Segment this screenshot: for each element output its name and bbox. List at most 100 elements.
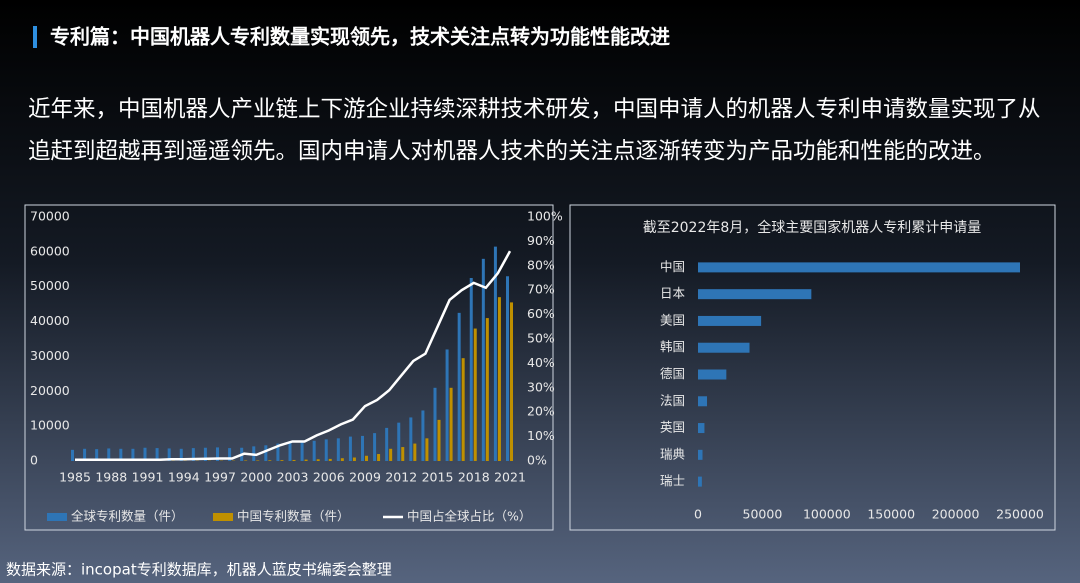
bar [191,448,195,461]
y-tick-label: 0 [30,453,38,468]
y-tick-label: 法国 [660,393,685,408]
bar [506,276,509,461]
bar [292,459,296,461]
y2-tick-label: 100% [527,209,563,224]
y-tick-label: 瑞士 [660,473,685,488]
bar [361,435,364,461]
bar [413,443,417,461]
y-tick-label: 60000 [30,243,70,258]
bar [485,318,489,461]
bar [119,448,123,461]
bar [698,315,762,326]
bar [433,387,437,461]
bar [698,449,703,460]
y2-tick-label: 10% [527,428,555,443]
y-tick-label: 40000 [30,313,70,328]
y2-tick-label: 50% [527,331,555,346]
chart-frame [569,204,1056,531]
x-tick-label: 250000 [996,507,1044,522]
x-tick-label: 2006 [313,470,345,485]
bar [300,441,304,461]
title-accent [33,26,37,48]
y-tick-label: 70000 [30,209,70,224]
bar [268,460,272,461]
bar [312,440,316,461]
bar [365,455,368,461]
x-tick-label: 2012 [385,470,417,485]
chart-title: 截至2022年8月，全球主要国家机器人专利累计申请量 [643,219,982,236]
y2-tick-label: 20% [527,404,555,419]
bar [493,246,497,461]
y-tick-label: 韩国 [660,339,685,354]
bar [449,387,453,461]
x-tick-label: 2015 [422,470,454,485]
bar [280,460,284,461]
bar [510,302,513,461]
bar [83,448,87,461]
bar [228,448,232,461]
x-tick-label: 1994 [168,470,200,485]
y-tick-label: 瑞典 [660,446,685,461]
bar [457,312,461,461]
bar [481,258,485,461]
bar [698,396,708,407]
y-tick-label: 英国 [660,420,685,435]
bar [373,433,377,461]
bar [95,449,99,461]
bar [324,439,328,461]
bar [409,417,413,461]
bar [328,458,332,461]
source-note: 数据来源：incopat专利数据库，机器人蓝皮书编委会整理 [6,561,392,579]
slide-title: 专利篇：中国机器人专利数量实现领先，技术关注点转为功能性能改进 [50,25,670,49]
bar [71,449,74,461]
bar [389,448,393,461]
x-tick-label: 2003 [277,470,309,485]
bar [698,289,812,300]
y-tick-label: 美国 [660,312,685,327]
bar [473,328,477,461]
bar [401,447,405,461]
x-tick-label: 0 [694,507,702,522]
bar [304,459,308,461]
bar [216,447,219,461]
bar [698,342,750,353]
bar [155,448,159,461]
legend-label: 中国专利数量（件） [237,509,350,524]
y-tick-label: 中国 [660,259,685,274]
y2-tick-label: 40% [527,355,555,370]
y2-tick-label: 70% [527,282,555,297]
y-tick-label: 10000 [30,418,70,433]
y-tick-label: 20000 [30,383,70,398]
y-tick-label: 30000 [30,348,70,363]
bar [340,458,344,461]
line [75,250,512,462]
chart-frame [24,204,554,531]
bar [264,445,268,461]
paragraph-line: 近年来，中国机器人产业链上下游企业持续深耕技术研发，中国申请人的机器人专利申请数… [28,97,1041,123]
bar [698,369,727,380]
bar [698,423,705,434]
bar [437,419,441,461]
x-tick-label: 1997 [204,470,236,485]
bar [179,448,183,461]
bar [288,442,292,461]
x-tick-label: 2021 [494,470,526,485]
x-tick-label: 1985 [59,470,91,485]
bar [131,448,135,461]
legend-label: 全球专利数量（件） [71,509,184,524]
bar [397,422,401,461]
bar [143,447,147,461]
x-tick-label: 2000 [240,470,272,485]
bar [469,278,473,461]
bar [377,454,381,461]
bar [698,476,702,487]
bar [352,457,356,461]
y2-tick-label: 80% [527,257,555,272]
y2-tick-label: 30% [527,379,555,394]
bar [336,438,340,461]
x-tick-label: 1988 [95,470,127,485]
y-tick-label: 日本 [660,286,686,301]
x-tick-label: 2018 [458,470,490,485]
